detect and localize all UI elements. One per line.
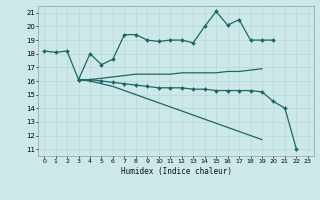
X-axis label: Humidex (Indice chaleur): Humidex (Indice chaleur) <box>121 167 231 176</box>
